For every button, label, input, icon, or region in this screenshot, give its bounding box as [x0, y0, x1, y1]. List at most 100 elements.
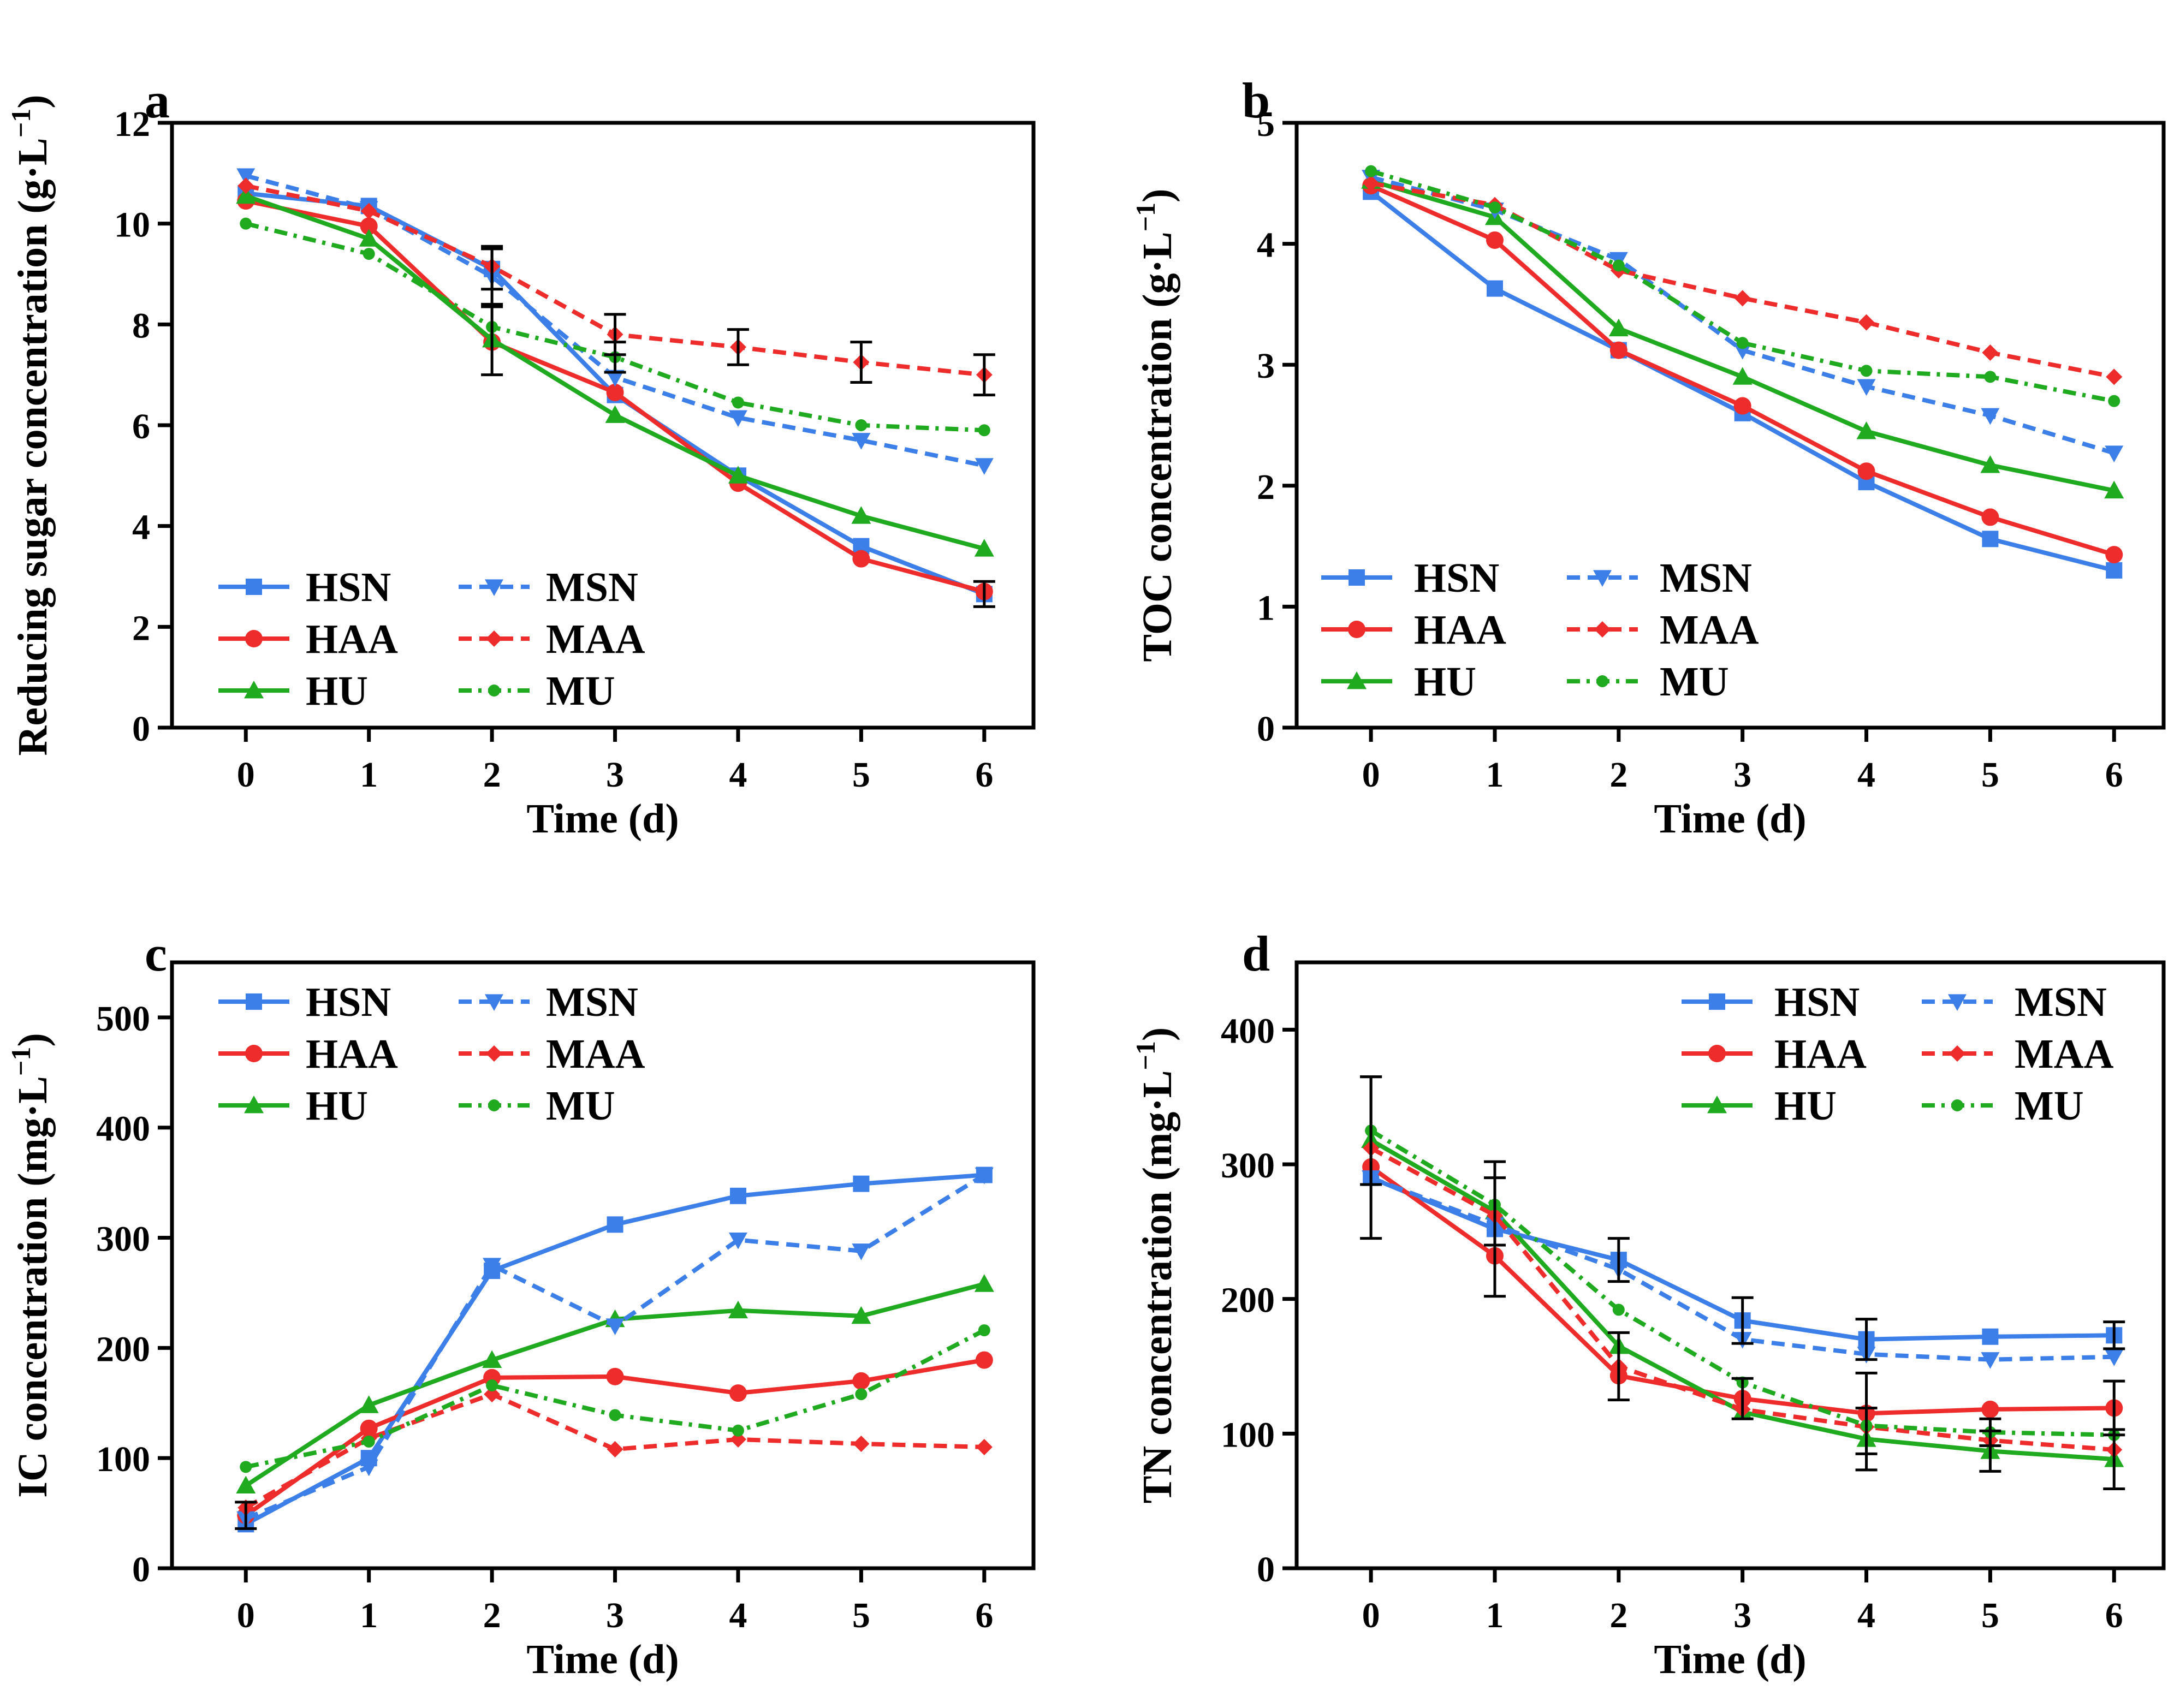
- data-point-MSN: [852, 433, 871, 450]
- data-point-MU: [978, 1324, 990, 1337]
- chart-panel-b: b 0 1 2 3 4 5 0 1 2 3 4 5 6 Time (d) TOC concentration …: [1130, 73, 2166, 842]
- data-point-MU: [1488, 201, 1501, 214]
- data-point-MU: [1736, 337, 1749, 349]
- x-axis-label: Time (d): [526, 1636, 679, 1682]
- x-axis-label: Time (d): [1654, 796, 1806, 842]
- x-tick-label: 4: [1857, 755, 1875, 795]
- legend-item-HSN: HSN: [1682, 979, 1860, 1025]
- y-tick-label: 300: [96, 1219, 150, 1259]
- legend-label: HU: [306, 1083, 368, 1129]
- legend-item-MAA: MAA: [459, 616, 645, 662]
- legend-label: MU: [2015, 1083, 2084, 1129]
- y-tick-label: 2: [132, 608, 150, 648]
- error-bar: [1483, 1176, 1506, 1247]
- data-point-MU: [855, 1388, 868, 1401]
- data-point-MSN: [359, 1459, 378, 1477]
- x-tick-label: 1: [1486, 755, 1504, 795]
- y-axis-label: IC concentration (mg·L−1): [5, 1033, 56, 1497]
- y-tick-label: 4: [1257, 225, 1275, 265]
- panel-letter: a: [145, 73, 170, 128]
- data-point-MAA: [607, 1441, 623, 1458]
- data-point-HU: [728, 1300, 748, 1319]
- y-tick-label: 1: [1257, 588, 1275, 628]
- y-axis-label-sup: −1: [5, 109, 36, 138]
- data-point-HSN: [607, 1216, 623, 1233]
- y-tick-label: 400: [1221, 1011, 1275, 1051]
- data-point-HAA: [1609, 341, 1627, 359]
- legend-label: HAA: [1774, 1031, 1867, 1077]
- legend-item-HU: HU: [218, 668, 368, 714]
- y-axis-label: TN concentration (mg·L−1): [1130, 1027, 1180, 1504]
- x-tick-label: 4: [729, 755, 747, 795]
- data-point-MSN: [975, 458, 994, 475]
- x-tick-label: 2: [1609, 1596, 1627, 1635]
- data-point-HSN: [1982, 531, 1999, 547]
- data-point-HAA: [852, 550, 870, 568]
- legend-item-HAA: HAA: [1682, 1031, 1867, 1077]
- y-tick-label: 100: [1221, 1415, 1275, 1455]
- x-tick-label: 2: [1609, 755, 1627, 795]
- legend-item-MU: MU: [459, 1083, 615, 1129]
- data-point-HU: [359, 229, 379, 247]
- data-point-HU: [974, 1274, 994, 1292]
- x-tick-label: 5: [1981, 755, 1999, 795]
- data-point-HU: [359, 1395, 379, 1413]
- data-point-MSN: [975, 1167, 994, 1185]
- error-bar: [1360, 1075, 1382, 1186]
- y-axis-label-close: ): [1134, 189, 1180, 203]
- data-point-MAA: [1858, 314, 1875, 331]
- y-tick-label: 200: [96, 1329, 150, 1369]
- x-tick-label: 1: [360, 1596, 378, 1635]
- data-point-MSN: [483, 1258, 502, 1275]
- legend-marker: [245, 630, 263, 647]
- data-point-MU: [2108, 395, 2120, 407]
- data-point-HAA: [1486, 231, 1504, 249]
- legend-label: HAA: [1414, 607, 1506, 653]
- legend-item-HAA: HAA: [218, 1031, 398, 1077]
- legend-item-HSN: HSN: [1321, 555, 1499, 601]
- x-tick-label: 0: [237, 755, 255, 795]
- legend-marker: [244, 1096, 264, 1114]
- y-tick-label: 500: [96, 999, 150, 1039]
- chart-panel-c: c 0 100 200 300 400 500 0 1 2 3 4 5 6 Time (d) IC conce…: [5, 926, 1036, 1682]
- data-point-MU: [1612, 259, 1625, 272]
- legend-marker: [1949, 1045, 1965, 1062]
- data-point-HAA: [975, 1351, 993, 1369]
- error-bar: [850, 341, 872, 384]
- data-point-HU: [851, 506, 871, 524]
- legend-label: HU: [1774, 1083, 1837, 1129]
- data-point-MAA: [2106, 368, 2123, 385]
- y-axis-label-close: ): [10, 94, 56, 108]
- error-bar: [1979, 1429, 2001, 1473]
- legend-item-MSN: MSN: [1567, 555, 1752, 601]
- x-tick-label: 4: [1857, 1596, 1875, 1635]
- legend-item-MU: MU: [1567, 659, 1729, 705]
- panel-letter: b: [1242, 73, 1270, 128]
- data-point-HAA: [360, 217, 378, 235]
- legend-label: MU: [1660, 659, 1729, 705]
- legend-marker: [246, 993, 262, 1010]
- legend-marker: [1951, 1099, 1963, 1111]
- legend-item-MAA: MAA: [1922, 1031, 2114, 1077]
- panel-letter: c: [145, 926, 167, 981]
- data-point-HSN: [2106, 562, 2123, 579]
- error-bar: [727, 328, 749, 366]
- y-axis-label-close: ): [1134, 1027, 1180, 1041]
- x-tick-label: 5: [852, 755, 870, 795]
- data-point-MSN: [728, 410, 747, 427]
- data-point-MAA: [360, 203, 377, 219]
- legend-label: HSN: [306, 564, 391, 610]
- legend-label: MU: [546, 1083, 615, 1129]
- legend-item-HAA: HAA: [1321, 607, 1506, 653]
- data-point-HU: [236, 186, 256, 204]
- y-tick-label: 400: [96, 1109, 150, 1149]
- data-point-MU: [363, 248, 375, 260]
- data-point-HU: [728, 466, 748, 484]
- error-bar: [2103, 1428, 2125, 1490]
- x-tick-label: 2: [483, 755, 501, 795]
- legend-item-MSN: MSN: [459, 979, 638, 1025]
- legend-label: MAA: [546, 616, 645, 662]
- data-point-MSN: [605, 370, 625, 387]
